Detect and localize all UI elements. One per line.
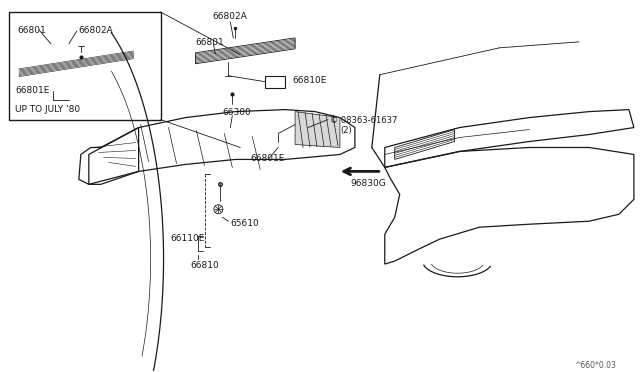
Text: 66810: 66810 — [191, 261, 220, 270]
Polygon shape — [295, 112, 340, 147]
Text: 66801: 66801 — [17, 26, 46, 35]
Text: UP TO JULY '80: UP TO JULY '80 — [15, 105, 80, 113]
Text: 66110E: 66110E — [170, 234, 205, 243]
Bar — [265, 76, 285, 88]
Text: (2): (2) — [340, 126, 352, 135]
Text: 66802A: 66802A — [212, 12, 247, 21]
Text: 66801: 66801 — [195, 38, 224, 47]
Text: 66801E: 66801E — [15, 86, 49, 95]
Text: 66802A: 66802A — [79, 26, 113, 35]
Text: ^660*0.03: ^660*0.03 — [574, 361, 616, 370]
Text: 65610: 65610 — [230, 219, 259, 228]
Bar — [9, 12, 161, 119]
Text: © 08363-61637: © 08363-61637 — [330, 116, 397, 125]
Text: 66810E: 66810E — [292, 76, 326, 85]
Text: 66300: 66300 — [222, 108, 251, 117]
Text: 66801E: 66801E — [250, 154, 285, 163]
Text: 96830G: 96830G — [350, 179, 386, 188]
